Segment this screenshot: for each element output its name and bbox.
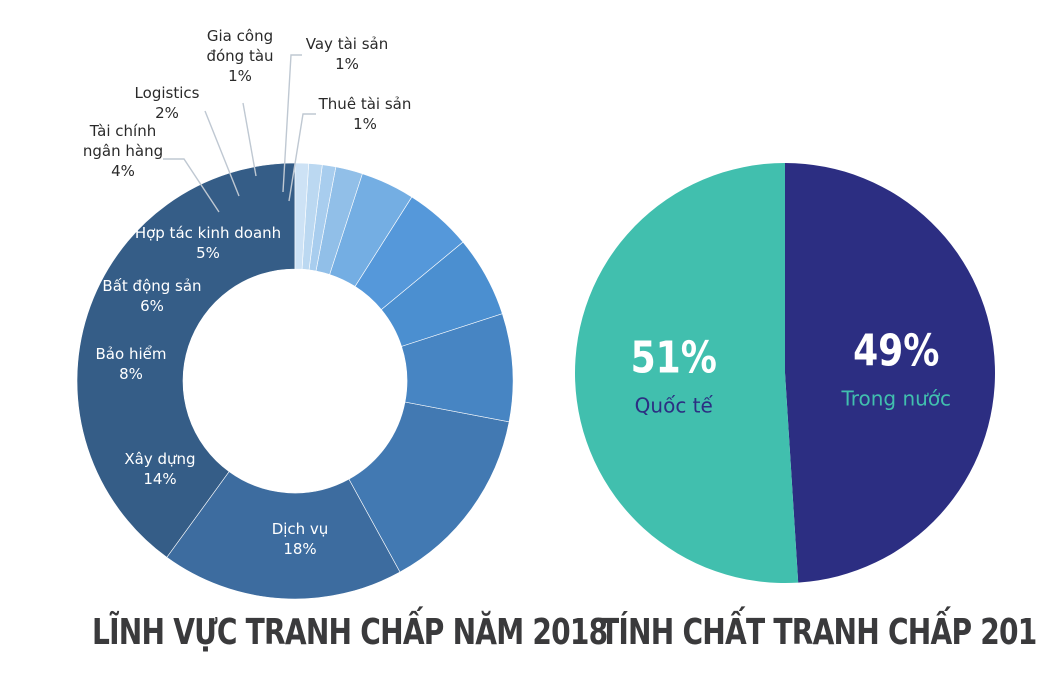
donut-slice-bat-dong-san [380, 241, 503, 347]
donut-label-xay-dung: Xây dựng 14% [124, 450, 195, 488]
donut-slice-logistics [315, 166, 363, 275]
donut-slice-thue-tai-san [294, 162, 310, 270]
donut-slice-hop-tac-kinh-doanh [354, 196, 464, 311]
pie-slice-trong-nuoc [785, 163, 996, 583]
pie-label-trong-nuoc: Trong nước [840, 387, 951, 411]
donut-label-dich-vu: Dịch vụ 18% [272, 520, 329, 558]
donut-slice-tai-chinh-ngan-hang [329, 173, 413, 287]
donut-slice-bao-hiem [401, 313, 514, 423]
donut-chart-title: LĨNH VỰC TRANH CHẤP NĂM 2018 [92, 612, 608, 653]
donut-leader-thue-tai-san [288, 113, 316, 202]
donut-label-bao-hiem: Bảo hiểm 8% [96, 345, 167, 383]
pie-value-trong-nuoc: 49% [853, 326, 939, 376]
donut-leader-tai-chinh-ngan-hang [163, 158, 220, 213]
pie-slice-quoc-te [575, 163, 799, 584]
pie-chart-title: TÍNH CHẤT TRANH CHẤP 2018 [600, 612, 1037, 653]
donut-label-hop-tac-kinh-doanh: Hợp tác kinh doanh 5% [135, 224, 281, 262]
donut-slice-mua-ban-hang-hoa [76, 162, 296, 558]
donut-label-vay-tai-san: Vay tài sản 1% [306, 35, 388, 73]
donut-slice-dich-vu [166, 471, 401, 600]
donut-slice-xay-dung [348, 401, 510, 573]
pie-chart: 49% Trong nước 51% Quốc tế [575, 163, 996, 584]
donut-slice-gia-cong-dong-tau [308, 164, 337, 272]
donut-leader-logistics [204, 110, 240, 197]
donut-label-logistics: Logistics 2% [135, 84, 200, 122]
donut-leader-vay-tai-san [282, 54, 302, 193]
donut-label-tai-chinh-ngan-hang: Tài chính ngân hàng 4% [83, 122, 163, 180]
donut-leader-gia-cong-dong-tau [242, 102, 257, 177]
pie-label-quoc-te: Quốc tế [635, 393, 714, 417]
donut-label-bat-dong-san: Bất động sản 6% [102, 277, 201, 315]
donut-label-thue-tai-san: Thuê tài sản 1% [318, 95, 412, 133]
donut-label-gia-cong-dong-tau: Gia công đóng tàu 1% [206, 27, 273, 85]
pie-value-quoc-te: 51% [631, 333, 717, 383]
